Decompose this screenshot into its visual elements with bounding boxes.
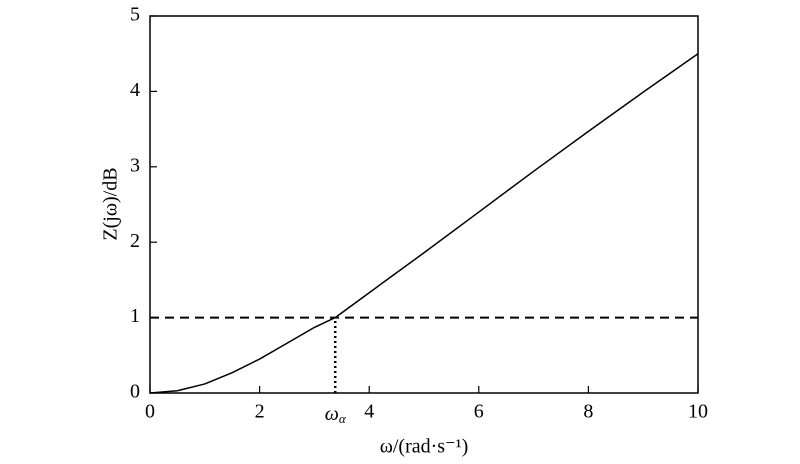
y-tick-label: 4 <box>130 79 140 101</box>
x-tick-label: 2 <box>255 401 265 423</box>
y-tick-label: 2 <box>130 230 140 252</box>
y-tick-label: 5 <box>130 4 140 26</box>
y-tick-label: 0 <box>130 381 140 403</box>
y-tick-label: 3 <box>130 154 140 176</box>
x-tick-label: 8 <box>583 401 593 423</box>
annotation: ωα <box>325 403 347 426</box>
x-axis-label: ω/(rad·s⁻¹) <box>380 436 469 458</box>
x-tick-label: 6 <box>474 401 484 423</box>
y-axis-label: Z(jω)/dB <box>100 167 122 240</box>
x-tick-label: 0 <box>145 401 155 423</box>
annotation-subscript: α <box>339 411 347 426</box>
plot-frame <box>149 15 699 394</box>
y-tick-label: 1 <box>130 305 140 327</box>
line-series <box>149 53 699 394</box>
x-tick-label: 4 <box>364 401 374 423</box>
annotation-symbol: ω <box>325 403 339 425</box>
x-tick-label: 10 <box>688 401 708 423</box>
